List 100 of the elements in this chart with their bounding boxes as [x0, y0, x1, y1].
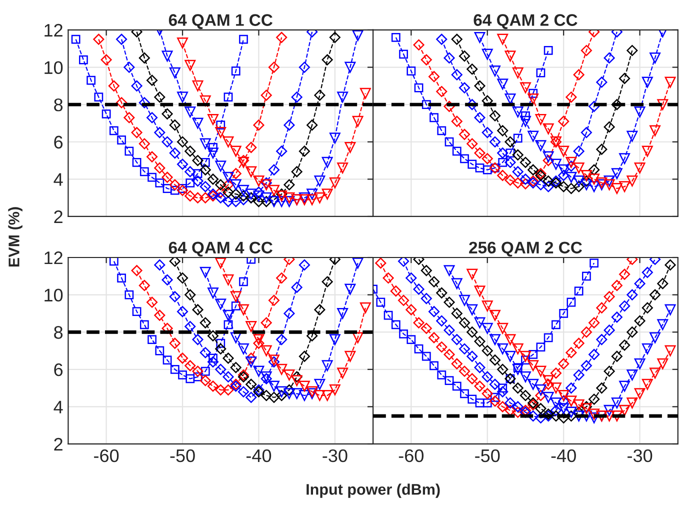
point — [239, 277, 248, 286]
point — [124, 146, 134, 156]
point — [528, 93, 539, 104]
point — [230, 146, 242, 157]
point — [444, 265, 455, 276]
point — [314, 304, 326, 316]
point — [200, 317, 211, 328]
point — [504, 404, 516, 416]
point — [444, 296, 455, 308]
point — [535, 384, 546, 396]
point — [619, 181, 630, 192]
point — [375, 258, 386, 269]
point — [573, 181, 584, 192]
point — [291, 375, 302, 386]
point — [520, 390, 532, 402]
point — [466, 99, 478, 110]
point — [170, 364, 180, 374]
point — [322, 276, 333, 288]
point — [626, 370, 638, 380]
point — [573, 369, 584, 381]
point — [260, 192, 272, 204]
y-tick-label: 12 — [44, 24, 62, 37]
point — [611, 312, 622, 323]
chart-title: 64 QAM 4 CC — [168, 242, 272, 257]
point — [444, 52, 455, 64]
point — [444, 348, 455, 360]
point — [428, 306, 440, 318]
point — [558, 116, 570, 127]
point — [536, 68, 546, 78]
point — [344, 350, 356, 362]
point — [573, 338, 584, 349]
point — [329, 334, 340, 346]
point — [413, 317, 424, 328]
point — [314, 378, 326, 390]
point — [550, 158, 562, 170]
point — [276, 334, 288, 346]
point — [497, 322, 508, 334]
point — [155, 178, 164, 188]
point — [420, 265, 432, 276]
point — [298, 390, 310, 401]
point — [634, 106, 646, 118]
point — [482, 48, 493, 60]
point — [200, 181, 211, 192]
point — [504, 136, 516, 148]
point — [352, 30, 364, 42]
point — [611, 280, 622, 292]
point — [276, 146, 288, 157]
point — [566, 172, 577, 183]
point — [253, 176, 264, 187]
point — [215, 127, 226, 138]
point — [452, 382, 462, 391]
point — [573, 162, 584, 174]
point — [207, 356, 219, 368]
point — [215, 384, 226, 396]
point — [238, 386, 250, 398]
point — [184, 60, 196, 71]
point — [482, 300, 493, 312]
point — [520, 116, 531, 127]
point — [604, 324, 615, 336]
point — [588, 164, 600, 176]
point — [626, 289, 638, 300]
point — [138, 280, 150, 292]
point — [558, 412, 570, 424]
point — [215, 160, 226, 172]
point — [466, 64, 478, 75]
point — [436, 287, 448, 298]
point — [398, 257, 410, 267]
point — [458, 317, 470, 328]
point — [117, 274, 126, 282]
point — [329, 132, 340, 144]
point — [155, 346, 164, 356]
point — [451, 69, 462, 80]
point — [268, 380, 280, 392]
point — [238, 184, 249, 196]
x-tick-label: -30 — [322, 449, 348, 462]
point — [146, 74, 158, 86]
point — [200, 366, 210, 376]
point — [192, 366, 204, 377]
point — [604, 410, 615, 422]
x-axis-title: Input power (dBm) — [306, 484, 440, 498]
point — [322, 390, 333, 401]
point — [474, 336, 486, 347]
point — [284, 192, 295, 204]
point — [664, 76, 676, 88]
point — [230, 179, 242, 190]
point — [215, 364, 226, 375]
point — [176, 158, 188, 170]
point — [406, 335, 416, 344]
point — [528, 378, 539, 390]
point — [566, 182, 577, 194]
point — [422, 352, 431, 361]
point — [169, 148, 180, 159]
point — [384, 310, 393, 320]
point — [437, 370, 446, 380]
point — [406, 66, 416, 76]
point — [284, 370, 295, 380]
point — [535, 179, 546, 190]
point — [398, 294, 410, 306]
point — [207, 174, 219, 185]
point — [566, 347, 577, 358]
